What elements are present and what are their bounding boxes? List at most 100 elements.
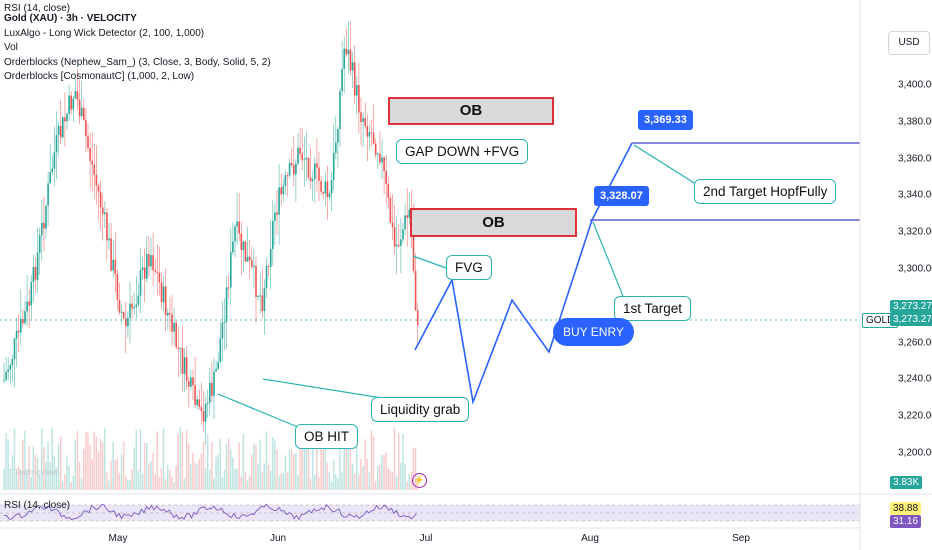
candle-body: [116, 274, 119, 300]
volume-bar: [116, 459, 119, 490]
ob-box-upper[interactable]: OB: [388, 97, 554, 125]
candle-body: [230, 252, 232, 288]
indicator-orderblocks-cosmonaut[interactable]: Orderblocks [CosmonautC] (1,000, 2, Low): [4, 71, 195, 82]
price-tick: 3,380.00: [898, 116, 932, 128]
volume-bar: [343, 440, 345, 490]
candle-body: [137, 295, 140, 305]
volume-bar: [51, 427, 53, 490]
candle-body: [152, 255, 154, 271]
volume-bar: [320, 437, 322, 490]
candle-body: [122, 311, 125, 319]
gap-down-callout[interactable]: GAP DOWN +FVG: [396, 139, 529, 164]
ob-box-lower[interactable]: OB: [410, 208, 577, 237]
candle-body: [400, 239, 402, 246]
candle-body: [51, 168, 54, 173]
currency-button[interactable]: USD: [888, 31, 930, 55]
volume-bar: [389, 470, 392, 490]
volume-bar: [55, 467, 58, 490]
liquidity-grab-callout[interactable]: Liquidity grab: [371, 397, 470, 422]
candle-body: [141, 267, 144, 271]
candle-body: [87, 136, 89, 148]
candle-body: [53, 152, 56, 169]
first-target-callout[interactable]: 1st Target: [614, 296, 692, 321]
candle-body: [414, 270, 417, 311]
volume-tag: 3.83K: [890, 476, 923, 489]
volume-bar: [150, 460, 152, 490]
candle-body: [221, 322, 224, 339]
ob-upper-label: OB: [459, 102, 483, 119]
second-target-callout[interactable]: 2nd Target HopfFully: [694, 179, 837, 204]
candle-body: [36, 252, 39, 280]
candle-body: [204, 404, 207, 422]
volume-bar: [169, 470, 171, 490]
candle-body: [11, 358, 14, 366]
volume-bar: [251, 454, 253, 490]
volume-bars: [3, 427, 419, 490]
candle-body: [9, 365, 12, 370]
candle-body: [57, 125, 60, 136]
candle-body: [408, 209, 411, 218]
candle-body: [66, 113, 68, 122]
candle-body: [167, 313, 169, 316]
candle-body: [74, 91, 77, 99]
candle-body: [148, 253, 150, 267]
candle-body: [383, 157, 385, 172]
volume-bar: [238, 442, 240, 490]
volume-bar: [131, 469, 133, 490]
volume-bar: [127, 480, 129, 490]
buy-entry-badge[interactable]: BUY ENRY: [553, 318, 634, 346]
volume-bar: [76, 430, 79, 490]
volume-bar: [379, 464, 381, 490]
volume-bar: [62, 480, 64, 490]
candle-body: [112, 259, 114, 271]
volume-bar: [192, 452, 194, 490]
volume-bar: [347, 428, 350, 490]
candle-body: [251, 260, 253, 267]
symbol-title[interactable]: Gold (XAU) · 3h · VELOCITY: [4, 13, 137, 24]
candle-body: [328, 193, 331, 198]
candle-body: [99, 191, 102, 208]
candle-body: [297, 147, 299, 164]
volume-bar: [364, 439, 366, 490]
target2-price-tag[interactable]: 3,369.33: [638, 110, 693, 130]
candle-body: [183, 357, 186, 374]
candle-body: [341, 68, 343, 92]
volume-bar: [286, 472, 289, 490]
volume-bar: [167, 465, 169, 490]
volume-bar: [339, 446, 341, 490]
liquidity-pointer: [262, 378, 383, 399]
volume-bar: [204, 467, 207, 490]
volume-bar: [3, 468, 5, 490]
indicator-legend: Gold (XAU) · 3h · VELOCITY LuxAlgo - Lon…: [4, 8, 271, 85]
ob-hit-callout[interactable]: OB HIT: [295, 424, 359, 449]
volume-bar: [28, 446, 30, 490]
lightning-icon[interactable]: ⚡: [412, 473, 427, 488]
candle-body: [395, 244, 398, 247]
candle-body: [70, 95, 72, 110]
candle-body: [156, 271, 159, 273]
indicator-long-wick[interactable]: LuxAlgo - Long Wick Detector (2, 100, 1,…: [4, 27, 205, 39]
candle-body: [185, 357, 188, 382]
candle-body: [95, 174, 98, 186]
target1-price-tag[interactable]: 3,328.07: [594, 186, 649, 206]
candle-body: [158, 272, 161, 283]
candle-body: [345, 48, 348, 55]
candle-body: [5, 371, 7, 380]
fvg-callout[interactable]: FVG: [446, 255, 492, 280]
indicator-vol[interactable]: Vol: [4, 42, 18, 53]
volume-bar: [26, 469, 28, 490]
volume-bar: [303, 442, 305, 490]
volume-bar: [284, 455, 287, 490]
candle-body: [32, 266, 35, 283]
volume-bar: [110, 460, 112, 490]
volume-bar: [269, 470, 272, 490]
candle-body: [246, 256, 249, 262]
price-axis[interactable]: USD 3,400.00 3,380.00 3,360.00 3,340.00 3,32…: [860, 0, 932, 550]
candle-body: [62, 117, 64, 138]
volume-bar: [362, 465, 364, 490]
volume-bar: [114, 460, 116, 490]
price-tick: 3,400.00: [898, 79, 932, 91]
indicator-orderblocks-nephew[interactable]: Orderblocks (Nephew_Sam_) (3, Close, 3, …: [4, 56, 271, 68]
